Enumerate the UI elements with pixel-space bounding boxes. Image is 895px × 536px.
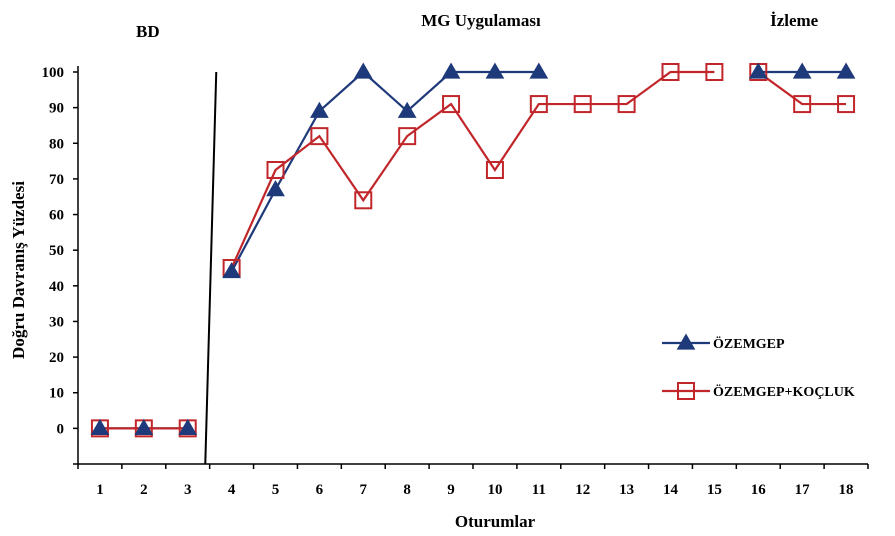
y-tick-label: 10 — [49, 386, 64, 402]
y-axis: 0 10 20 30 40 50 60 70 80 90 100 — [42, 65, 79, 465]
triangle-marker — [90, 418, 110, 435]
x-tick-label: 10 — [487, 482, 502, 498]
x-tick-label: 12 — [575, 482, 590, 498]
phase-label: MG Uygulaması — [421, 11, 541, 30]
y-tick-label: 70 — [49, 172, 64, 188]
triangle-marker — [134, 418, 154, 435]
legend-item: ÖZEMGEP — [662, 333, 785, 352]
x-tick-label: 13 — [619, 482, 634, 498]
x-tick-label: 7 — [360, 482, 368, 498]
triangle-marker — [310, 101, 329, 118]
square-marker — [442, 95, 461, 114]
x-tick-label: 6 — [316, 482, 324, 498]
square-marker — [705, 63, 724, 81]
square-marker — [617, 95, 636, 114]
triangle-marker — [397, 101, 417, 118]
y-tick-label: 50 — [49, 243, 64, 259]
x-axis: 1 2 3 4 5 6 7 8 9 10 11 12 13 14 15 16 17 18 — [77, 463, 869, 498]
square-marker — [354, 191, 373, 210]
y-tick-label: 20 — [49, 350, 64, 366]
triangle-marker — [748, 62, 768, 79]
x-tick-label: 2 — [140, 482, 148, 498]
x-tick-label: 3 — [184, 482, 192, 498]
y-tick-label: 90 — [49, 101, 64, 117]
x-tick-label: 1 — [96, 482, 104, 498]
legend-label: ÖZEMGEP+KOÇLUK — [713, 383, 855, 400]
x-axis-title: Oturumlar — [455, 512, 536, 531]
series-layer — [90, 62, 856, 438]
x-tick-label: 17 — [795, 482, 811, 498]
triangle-marker — [353, 62, 373, 79]
y-tick-label: 80 — [49, 136, 64, 152]
x-tick-label: 11 — [532, 482, 546, 498]
x-tick-label: 14 — [663, 482, 679, 498]
series-markers — [90, 62, 856, 435]
square-marker — [677, 382, 695, 400]
y-axis-title: Doğru Davranış Yüzdesi — [9, 181, 28, 359]
series-line — [230, 70, 539, 273]
triangle-marker — [266, 180, 285, 197]
square-marker — [485, 161, 504, 179]
triangle-marker — [676, 333, 696, 350]
x-tick-label: 5 — [272, 482, 280, 498]
y-tick-label: 100 — [42, 65, 65, 81]
x-tick-label: 9 — [447, 482, 455, 498]
x-tick-label: 8 — [403, 482, 411, 498]
x-tick-label: 15 — [707, 482, 722, 498]
triangle-marker — [222, 262, 241, 279]
y-tick-label: 30 — [49, 314, 64, 330]
triangle-marker — [529, 62, 549, 79]
triangle-marker — [441, 62, 461, 79]
legend-item: ÖZEMGEP+KOÇLUK — [662, 382, 855, 400]
phase-labels: BD MG Uygulaması İzleme — [136, 11, 819, 41]
x-tick-label: 4 — [228, 482, 236, 498]
phase-label: İzleme — [770, 11, 819, 30]
square-marker — [837, 95, 856, 114]
series-line — [230, 70, 715, 269]
series-line — [757, 71, 847, 106]
square-marker — [310, 127, 329, 146]
legend-label: ÖZEMGEP — [713, 335, 785, 352]
square-marker — [573, 95, 592, 114]
square-marker — [398, 127, 417, 146]
phase-label: BD — [136, 22, 160, 41]
x-tick-label: 18 — [839, 482, 854, 498]
phase-divider-line — [204, 71, 218, 465]
y-tick-label: 0 — [57, 421, 65, 437]
triangle-marker — [178, 418, 198, 435]
series-markers — [90, 63, 856, 438]
y-tick-label: 40 — [49, 279, 64, 295]
square-marker — [793, 95, 812, 114]
square-marker — [266, 161, 285, 179]
triangle-marker — [485, 62, 505, 79]
x-tick-label: 16 — [751, 482, 767, 498]
square-marker — [529, 95, 548, 114]
legend: ÖZEMGEP ÖZEMGEP+KOÇLUK — [662, 333, 855, 400]
y-tick-label: 60 — [49, 208, 64, 224]
triangle-marker — [836, 62, 856, 79]
triangle-marker — [792, 62, 812, 79]
square-marker — [661, 63, 680, 81]
phase-divider — [204, 71, 218, 465]
